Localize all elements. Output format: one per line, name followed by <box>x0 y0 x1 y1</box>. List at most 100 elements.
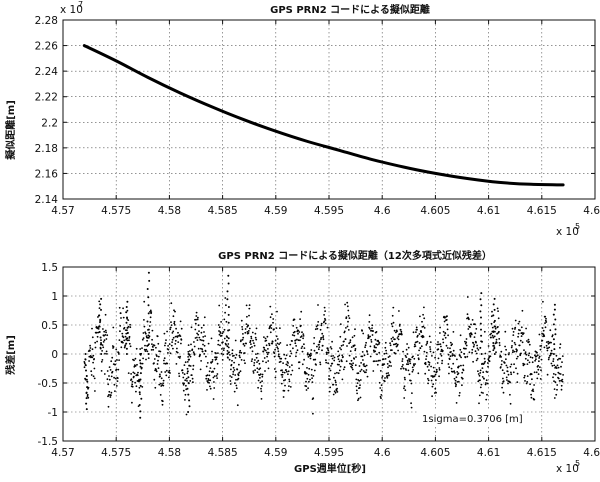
residual-data-point <box>300 324 302 327</box>
residual-data-point <box>238 351 241 354</box>
residual-data-point <box>407 346 410 349</box>
residual-peak-point <box>186 387 189 390</box>
residual-data-point <box>429 348 432 350</box>
residual-data-point <box>149 321 152 323</box>
residual-data-point <box>403 376 406 379</box>
residual-data-point <box>156 363 159 365</box>
pseudorange-y-exponent-power: 7 <box>78 0 83 9</box>
residual-data-point <box>533 398 536 401</box>
residual-data-point <box>506 379 508 381</box>
residual-data-point <box>465 344 468 347</box>
residual-peak-point <box>139 416 142 419</box>
residual-data-point <box>462 369 465 372</box>
residual-data-point <box>229 380 232 382</box>
residual-peak-point <box>84 353 87 355</box>
residual-data-point <box>396 337 399 339</box>
residual-x-axis-label: GPS週単位[秒] <box>294 462 366 475</box>
residual-data-point <box>144 331 147 334</box>
residual-data-point <box>466 355 469 358</box>
residual-data-point <box>101 359 104 361</box>
residual-data-point <box>493 344 495 347</box>
residual-data-point <box>189 365 192 367</box>
residual-data-point <box>380 384 383 387</box>
residual-data-point <box>431 385 434 388</box>
residual-data-point <box>545 317 547 320</box>
residual-data-point <box>152 346 154 348</box>
residual-data-point <box>174 310 176 313</box>
residual-data-point <box>276 338 279 340</box>
residual-data-point <box>368 314 371 317</box>
residual-data-point <box>150 311 153 313</box>
residual-data-point <box>475 328 478 330</box>
residual-data-point <box>524 380 526 382</box>
residual-data-point <box>509 402 512 405</box>
residual-data-point <box>112 326 115 329</box>
residual-peak-point <box>98 314 101 317</box>
residual-data-point <box>218 330 220 332</box>
residual-data-point <box>171 338 174 341</box>
residual-data-point <box>542 329 545 332</box>
residual-data-point <box>238 371 241 374</box>
residual-data-point <box>271 342 274 345</box>
residual-data-point <box>360 362 362 364</box>
residual-data-point <box>216 377 219 379</box>
residual-data-point <box>438 368 441 371</box>
residual-data-point <box>388 364 391 367</box>
residual-data-point <box>525 353 528 356</box>
residual-data-point <box>203 316 206 319</box>
residual-peak-point <box>139 384 142 387</box>
residual-data-point <box>271 340 274 343</box>
residual-data-point <box>250 343 252 345</box>
residual-data-point <box>369 355 372 358</box>
residual-data-point <box>496 307 499 310</box>
residual-data-point <box>235 387 238 390</box>
residual-data-point <box>472 342 475 344</box>
residual-data-point <box>394 338 396 341</box>
residual-data-point <box>453 377 456 380</box>
residual-data-point <box>275 344 278 346</box>
residual-data-point <box>86 393 89 396</box>
residual-peak-point <box>187 353 190 355</box>
residual-data-point <box>459 355 461 357</box>
residual-data-point <box>195 318 198 321</box>
residual-data-point <box>165 374 168 377</box>
residual-data-point <box>354 349 357 352</box>
residual-data-point <box>160 377 163 380</box>
residual-data-point <box>405 356 408 358</box>
residual-data-point <box>325 353 328 355</box>
residual-peak-point <box>125 342 128 345</box>
residual-peak-point <box>554 333 557 336</box>
residual-data-point <box>392 336 394 339</box>
residual-data-point <box>118 353 120 355</box>
residual-data-point <box>186 372 189 375</box>
residual-data-point <box>180 327 183 330</box>
residual-data-point <box>430 375 433 377</box>
residual-data-point <box>541 327 544 329</box>
residual-data-point <box>198 330 200 332</box>
residual-data-point <box>332 383 335 386</box>
residual-peak-point <box>554 318 557 321</box>
residual-data-point <box>484 352 487 355</box>
residual-data-point <box>532 388 534 391</box>
residual-data-point <box>454 379 457 382</box>
residual-peak-point <box>125 353 128 355</box>
residual-data-point <box>399 323 401 326</box>
residual-data-point <box>353 334 356 337</box>
residual-data-point <box>288 385 290 387</box>
residual-data-point <box>465 347 467 350</box>
residual-data-point <box>164 342 167 344</box>
residual-peak-point <box>187 411 190 413</box>
residual-data-point <box>341 354 344 357</box>
residual-data-point <box>444 316 446 319</box>
residual-data-point <box>383 352 386 355</box>
residual-data-point <box>120 317 122 319</box>
residual-data-point <box>223 328 226 331</box>
residual-data-point <box>91 348 94 351</box>
residual-data-point <box>91 336 94 339</box>
residual-data-point <box>114 390 116 392</box>
residual-data-point <box>561 378 564 381</box>
residual-peak-point <box>99 319 102 322</box>
residual-data-point <box>351 364 354 367</box>
residual-data-point <box>311 381 314 383</box>
residual-data-point <box>345 327 347 329</box>
